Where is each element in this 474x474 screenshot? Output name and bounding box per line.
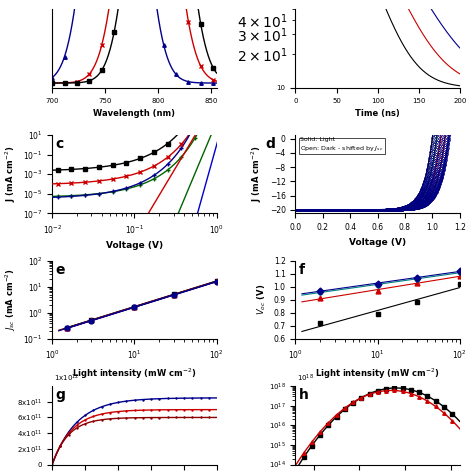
- X-axis label: Light intensity (mW cm$^{-2}$): Light intensity (mW cm$^{-2}$): [315, 367, 440, 381]
- X-axis label: Time (ns): Time (ns): [355, 109, 400, 118]
- X-axis label: Wavelength (nm): Wavelength (nm): [93, 109, 175, 118]
- Text: e: e: [55, 263, 65, 277]
- Y-axis label: J (mA cm$^{-2}$): J (mA cm$^{-2}$): [3, 146, 18, 202]
- X-axis label: Voltage (V): Voltage (V): [106, 241, 163, 250]
- X-axis label: Voltage (V): Voltage (V): [349, 238, 406, 247]
- Y-axis label: J (mA cm$^{-2}$): J (mA cm$^{-2}$): [250, 146, 264, 202]
- Text: d: d: [266, 137, 276, 151]
- X-axis label: Light intensity (mW cm$^{-2}$): Light intensity (mW cm$^{-2}$): [72, 367, 197, 381]
- Y-axis label: $J_{sc}$ (mA cm$^{-2}$): $J_{sc}$ (mA cm$^{-2}$): [3, 268, 18, 331]
- Text: 10$^{18}$: 10$^{18}$: [297, 373, 314, 384]
- Text: g: g: [55, 388, 65, 402]
- Text: 1x10$^{12}$: 1x10$^{12}$: [54, 373, 79, 384]
- Text: f: f: [299, 263, 305, 277]
- Text: Solid: Light
Open: Dark - shifted by $J_{sc}$: Solid: Light Open: Dark - shifted by $J_…: [301, 137, 384, 153]
- Text: h: h: [299, 388, 309, 402]
- Text: c: c: [55, 137, 64, 151]
- Y-axis label: $V_{oc}$ (V): $V_{oc}$ (V): [255, 284, 268, 315]
